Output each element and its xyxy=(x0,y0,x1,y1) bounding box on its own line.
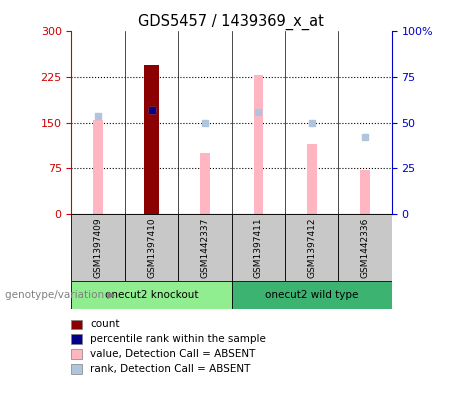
Text: value, Detection Call = ABSENT: value, Detection Call = ABSENT xyxy=(90,349,255,359)
Bar xyxy=(361,170,370,214)
Bar xyxy=(231,214,285,281)
Bar xyxy=(147,108,156,214)
Text: percentile rank within the sample: percentile rank within the sample xyxy=(90,334,266,344)
Text: onecut2 wild type: onecut2 wild type xyxy=(265,290,359,300)
Text: GSM1397409: GSM1397409 xyxy=(94,217,103,278)
Text: GSM1442337: GSM1442337 xyxy=(201,217,209,278)
Text: count: count xyxy=(90,319,119,329)
Bar xyxy=(178,214,231,281)
Text: onecut2 knockout: onecut2 knockout xyxy=(105,290,198,300)
Text: GSM1397412: GSM1397412 xyxy=(307,217,316,278)
Bar xyxy=(254,75,263,214)
Bar xyxy=(125,214,178,281)
Text: GSM1397411: GSM1397411 xyxy=(254,217,263,278)
Bar xyxy=(71,214,125,281)
Bar xyxy=(200,153,210,214)
Bar xyxy=(338,214,392,281)
Bar xyxy=(144,65,159,214)
Text: GSM1397410: GSM1397410 xyxy=(147,217,156,278)
Bar xyxy=(93,120,103,214)
Text: GDS5457 / 1439369_x_at: GDS5457 / 1439369_x_at xyxy=(137,14,324,30)
Bar xyxy=(71,281,231,309)
Bar xyxy=(285,214,338,281)
Bar xyxy=(231,281,392,309)
Text: GSM1442336: GSM1442336 xyxy=(361,217,370,278)
Text: genotype/variation ▶: genotype/variation ▶ xyxy=(5,290,115,300)
Text: rank, Detection Call = ABSENT: rank, Detection Call = ABSENT xyxy=(90,364,250,374)
Bar xyxy=(307,144,317,214)
